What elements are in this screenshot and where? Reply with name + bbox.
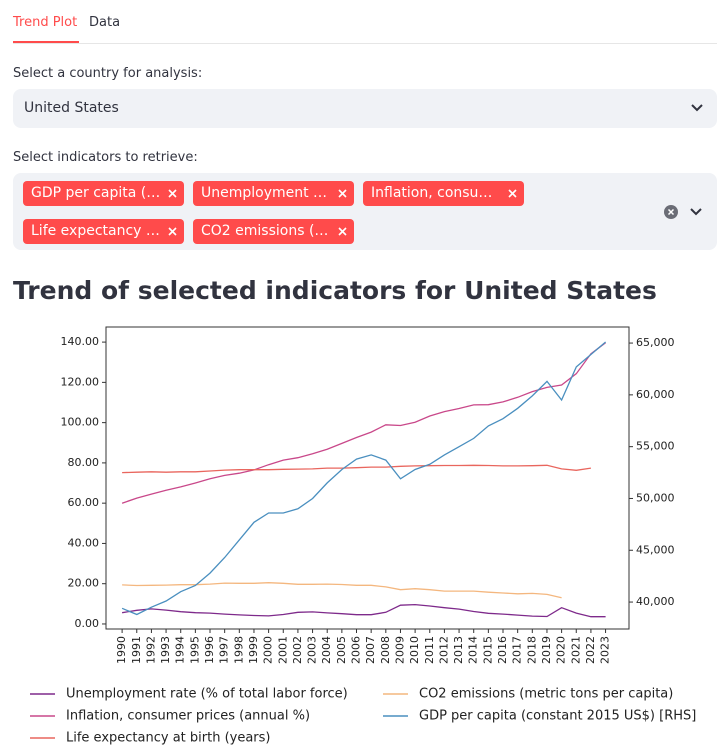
legend: Life expectancy at birth (years) [66,731,271,746]
chip[interactable]: Unemployment … [193,181,354,206]
series-line [122,464,591,474]
y-tick-label: 120.00 [61,375,100,388]
chip-label: Unemployment … [201,185,328,201]
multiselect-label: Select indicators to retrieve: [13,150,198,165]
x-tick-label: 2012 [437,636,450,664]
y-tick-label: 100.00 [61,416,100,429]
chip-label: Life expectancy … [31,223,160,239]
x-tick-label: 2005 [335,636,348,664]
chip[interactable]: GDP per capita (… [23,181,184,206]
chip-label: CO2 emissions (… [201,223,329,239]
x-tick-label: 1990 [115,636,128,664]
x-tick-label: 2018 [525,636,538,664]
x-tick-label: 2001 [276,636,289,664]
indicator-multiselect[interactable]: GDP per capita (… Unemployment … Inflati… [13,173,717,250]
x-tick-label: 1992 [144,636,157,664]
y2-tick-label: 40,000 [636,595,675,608]
legend: CO2 emissions (metric tons per capita) [419,687,673,702]
x-tick-label: 2009 [393,636,406,664]
x-tick-label: 2019 [540,636,553,664]
tab-underline [13,41,79,43]
x-tick-label: 1996 [203,636,216,664]
x-tick-label: 2000 [262,636,275,664]
legend: Inflation, consumer prices (annual %) [66,709,310,724]
clear-all[interactable] [664,205,678,219]
select-label: Select a country for analysis: [13,66,203,81]
chevron [691,104,703,112]
chip[interactable]: CO2 emissions (… [193,219,354,244]
y-tick-label: 20.00 [68,577,100,590]
series-line [122,582,562,599]
y-tick-label: 0.00 [75,617,100,630]
x-tick-label: 2016 [496,636,509,664]
x-tick-label: 2006 [350,636,363,664]
chip[interactable]: Life expectancy … [23,219,184,244]
x-tick-label: 2013 [452,636,465,664]
series-line [121,342,606,504]
chip-remove[interactable] [168,189,177,198]
x-tick-label: 1993 [159,636,172,664]
x-tick-label: 2004 [320,636,333,664]
select-value: United States [24,100,119,116]
y-tick-label: 60.00 [68,496,100,509]
legend: Unemployment rate (% of total labor forc… [66,687,348,702]
chip-label: GDP per capita (… [31,185,161,201]
y2-tick-label: 60,000 [636,388,675,401]
chip-remove[interactable] [508,189,517,198]
x-tick-label: 2015 [481,636,494,664]
chip-label: Inflation, consu… [371,185,493,201]
plot-frame [105,326,630,630]
x-tick-label: 2023 [599,636,612,664]
tab[interactable]: Trend Plot [13,15,78,30]
x-tick-label: 1994 [174,636,187,664]
chevron [690,208,702,216]
legend: GDP per capita (constant 2015 US$) [RHS] [419,709,696,724]
x-tick-label: 1997 [218,636,231,664]
y-tick-label: 40.00 [68,536,100,549]
y2-tick-label: 50,000 [636,491,675,504]
tab-divider [13,43,717,44]
x-tick-label: 2007 [364,636,377,664]
x-tick-label: 2020 [555,636,568,664]
x-tick-label: 1995 [188,636,201,664]
chip-remove[interactable] [168,227,177,236]
x-tick-label: 2017 [511,636,524,664]
series-line [121,341,607,616]
y-tick-label: 140.00 [61,335,100,348]
x-tick-label: 2011 [423,636,436,664]
chip-remove[interactable] [338,227,347,236]
y2-tick-label: 45,000 [636,543,675,556]
y2-tick-label: 65,000 [636,336,675,349]
y2-tick-label: 55,000 [636,440,675,453]
x-tick-label: 1998 [232,636,245,664]
x-tick-label: 2021 [569,636,582,664]
x-tick-label: 2003 [306,636,319,664]
x-tick-label: 1999 [247,636,260,664]
tab[interactable]: Data [89,15,121,30]
country-select[interactable]: United States [13,89,717,128]
series-line [121,603,606,618]
heading: Trend of selected indicators for United … [13,276,657,305]
y-tick-label: 80.00 [68,456,100,469]
x-tick-label: 2008 [379,636,392,664]
x-tick-label: 2014 [467,636,480,664]
x-tick-label: 2010 [408,636,421,664]
chip-remove[interactable] [338,189,347,198]
x-tick-label: 2022 [584,636,597,664]
x-tick-label: 1991 [130,636,143,664]
x-tick-label: 2002 [291,636,304,664]
chip[interactable]: Inflation, consu… [363,181,524,206]
